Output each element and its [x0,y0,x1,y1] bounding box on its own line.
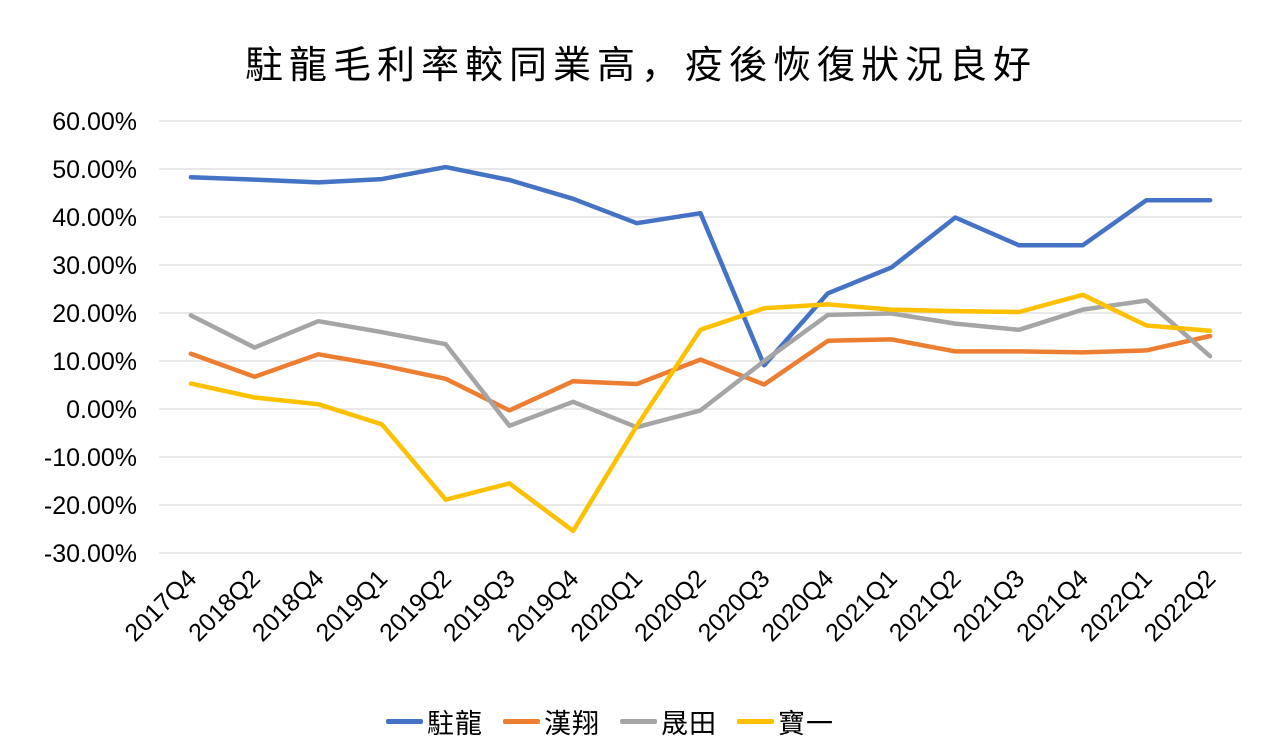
series-line-2 [188,298,1213,430]
y-axis-tick-label: 50.00% [52,156,137,184]
legend-swatch [503,719,540,724]
series-line-3 [188,292,1213,534]
legend-swatch [386,719,423,724]
y-axis-tick-label: 40.00% [52,204,137,232]
y-axis-tick-label: 20.00% [52,300,137,328]
line-chart: 60.00% 50.00% 40.00% 30.00% 20.00% 10.00% 0.00… [44,108,1242,647]
y-axis-tick-label: -30.00% [44,540,137,568]
y-axis-tick-label: -20.00% [44,492,137,520]
legend-item-1: 漢翔 [503,702,600,741]
series-line-1 [188,333,1213,413]
legend-label: 駐龍 [427,709,483,739]
y-axis-tick-label: -10.00% [44,444,137,472]
legend-swatch [620,719,657,724]
y-axis-tick-label: 10.00% [52,348,137,376]
y-axis-tick-label: 60.00% [52,108,137,136]
legend-label: 寶一 [778,709,834,739]
legend-item-2: 晟田 [620,702,717,741]
legend-item-3: 寶一 [737,702,834,741]
legend-item-0: 駐龍 [386,702,483,741]
x-axis-tick-label: 2022Q2 [1139,564,1222,647]
y-axis-tick-label: 30.00% [52,252,137,280]
chart-legend: 駐龍 漢翔 晟田 寶一 [0,702,1251,741]
legend-label: 漢翔 [544,709,600,739]
chart-title: 駐龍毛利率較同業高，疫後恢復狀況良好 [244,45,1037,87]
y-axis-tick-label: 0.00% [66,396,137,424]
legend-label: 晟田 [661,709,717,739]
series-line-0 [188,164,1213,368]
legend-swatch [737,719,774,724]
